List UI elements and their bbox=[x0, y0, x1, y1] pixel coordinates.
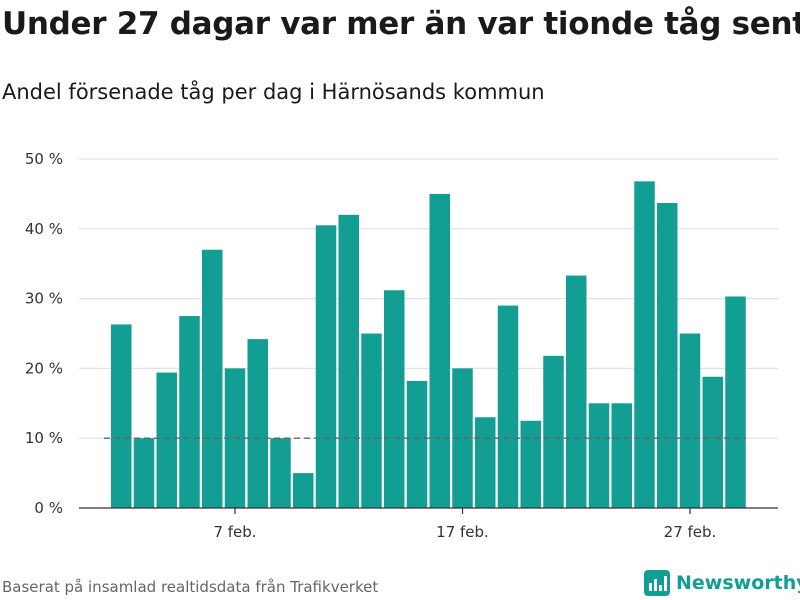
source-note: Baserat på insamlad realtidsdata från Tr… bbox=[2, 578, 379, 596]
bar bbox=[315, 225, 337, 508]
y-tick-label: 50 % bbox=[25, 150, 63, 168]
bar bbox=[179, 316, 200, 508]
chart-title: Under 27 dagar var mer än var tionde tåg… bbox=[2, 6, 800, 42]
bar bbox=[657, 202, 678, 508]
x-tick-label: 27 feb. bbox=[664, 523, 717, 541]
bar-chart: 0 % 10 % 20 % 30 % 40 % 50 % 7 feb. 17 feb. 27 f… bbox=[25, 150, 778, 541]
bar bbox=[543, 355, 564, 508]
bar bbox=[133, 438, 155, 508]
bar bbox=[406, 380, 428, 508]
y-tick-label: 20 % bbox=[25, 359, 63, 377]
y-tick-label: 30 % bbox=[25, 290, 63, 308]
x-tick-label: 17 feb. bbox=[436, 523, 489, 541]
x-tick-label: 7 feb. bbox=[213, 523, 256, 541]
bar bbox=[452, 368, 473, 508]
bar bbox=[111, 324, 132, 508]
bar bbox=[611, 403, 632, 508]
y-tick-label: 0 % bbox=[34, 499, 63, 517]
bar bbox=[247, 339, 268, 508]
bar bbox=[270, 438, 291, 508]
bar bbox=[588, 403, 610, 508]
bar bbox=[475, 417, 496, 508]
y-tick-label: 40 % bbox=[25, 220, 63, 238]
bar bbox=[566, 275, 587, 508]
chart-subtitle: Andel försenade tåg per dag i Härnösands… bbox=[2, 80, 545, 104]
y-tick-label: 10 % bbox=[25, 429, 63, 447]
brand-name: Newsworthy bbox=[676, 572, 800, 594]
bar bbox=[156, 372, 177, 508]
bar bbox=[202, 249, 223, 509]
bar bbox=[702, 376, 723, 508]
bar bbox=[361, 333, 382, 508]
bar bbox=[384, 290, 405, 508]
bar bbox=[293, 473, 314, 508]
bar bbox=[679, 333, 701, 508]
bar bbox=[497, 305, 519, 508]
bar bbox=[429, 193, 450, 508]
bar bbox=[520, 420, 541, 508]
bar bbox=[634, 181, 655, 508]
newsworthy-logo-icon bbox=[644, 570, 670, 596]
brand-logo[interactable]: Newsworthy bbox=[644, 570, 800, 596]
bar bbox=[338, 214, 359, 508]
bar bbox=[725, 296, 746, 508]
